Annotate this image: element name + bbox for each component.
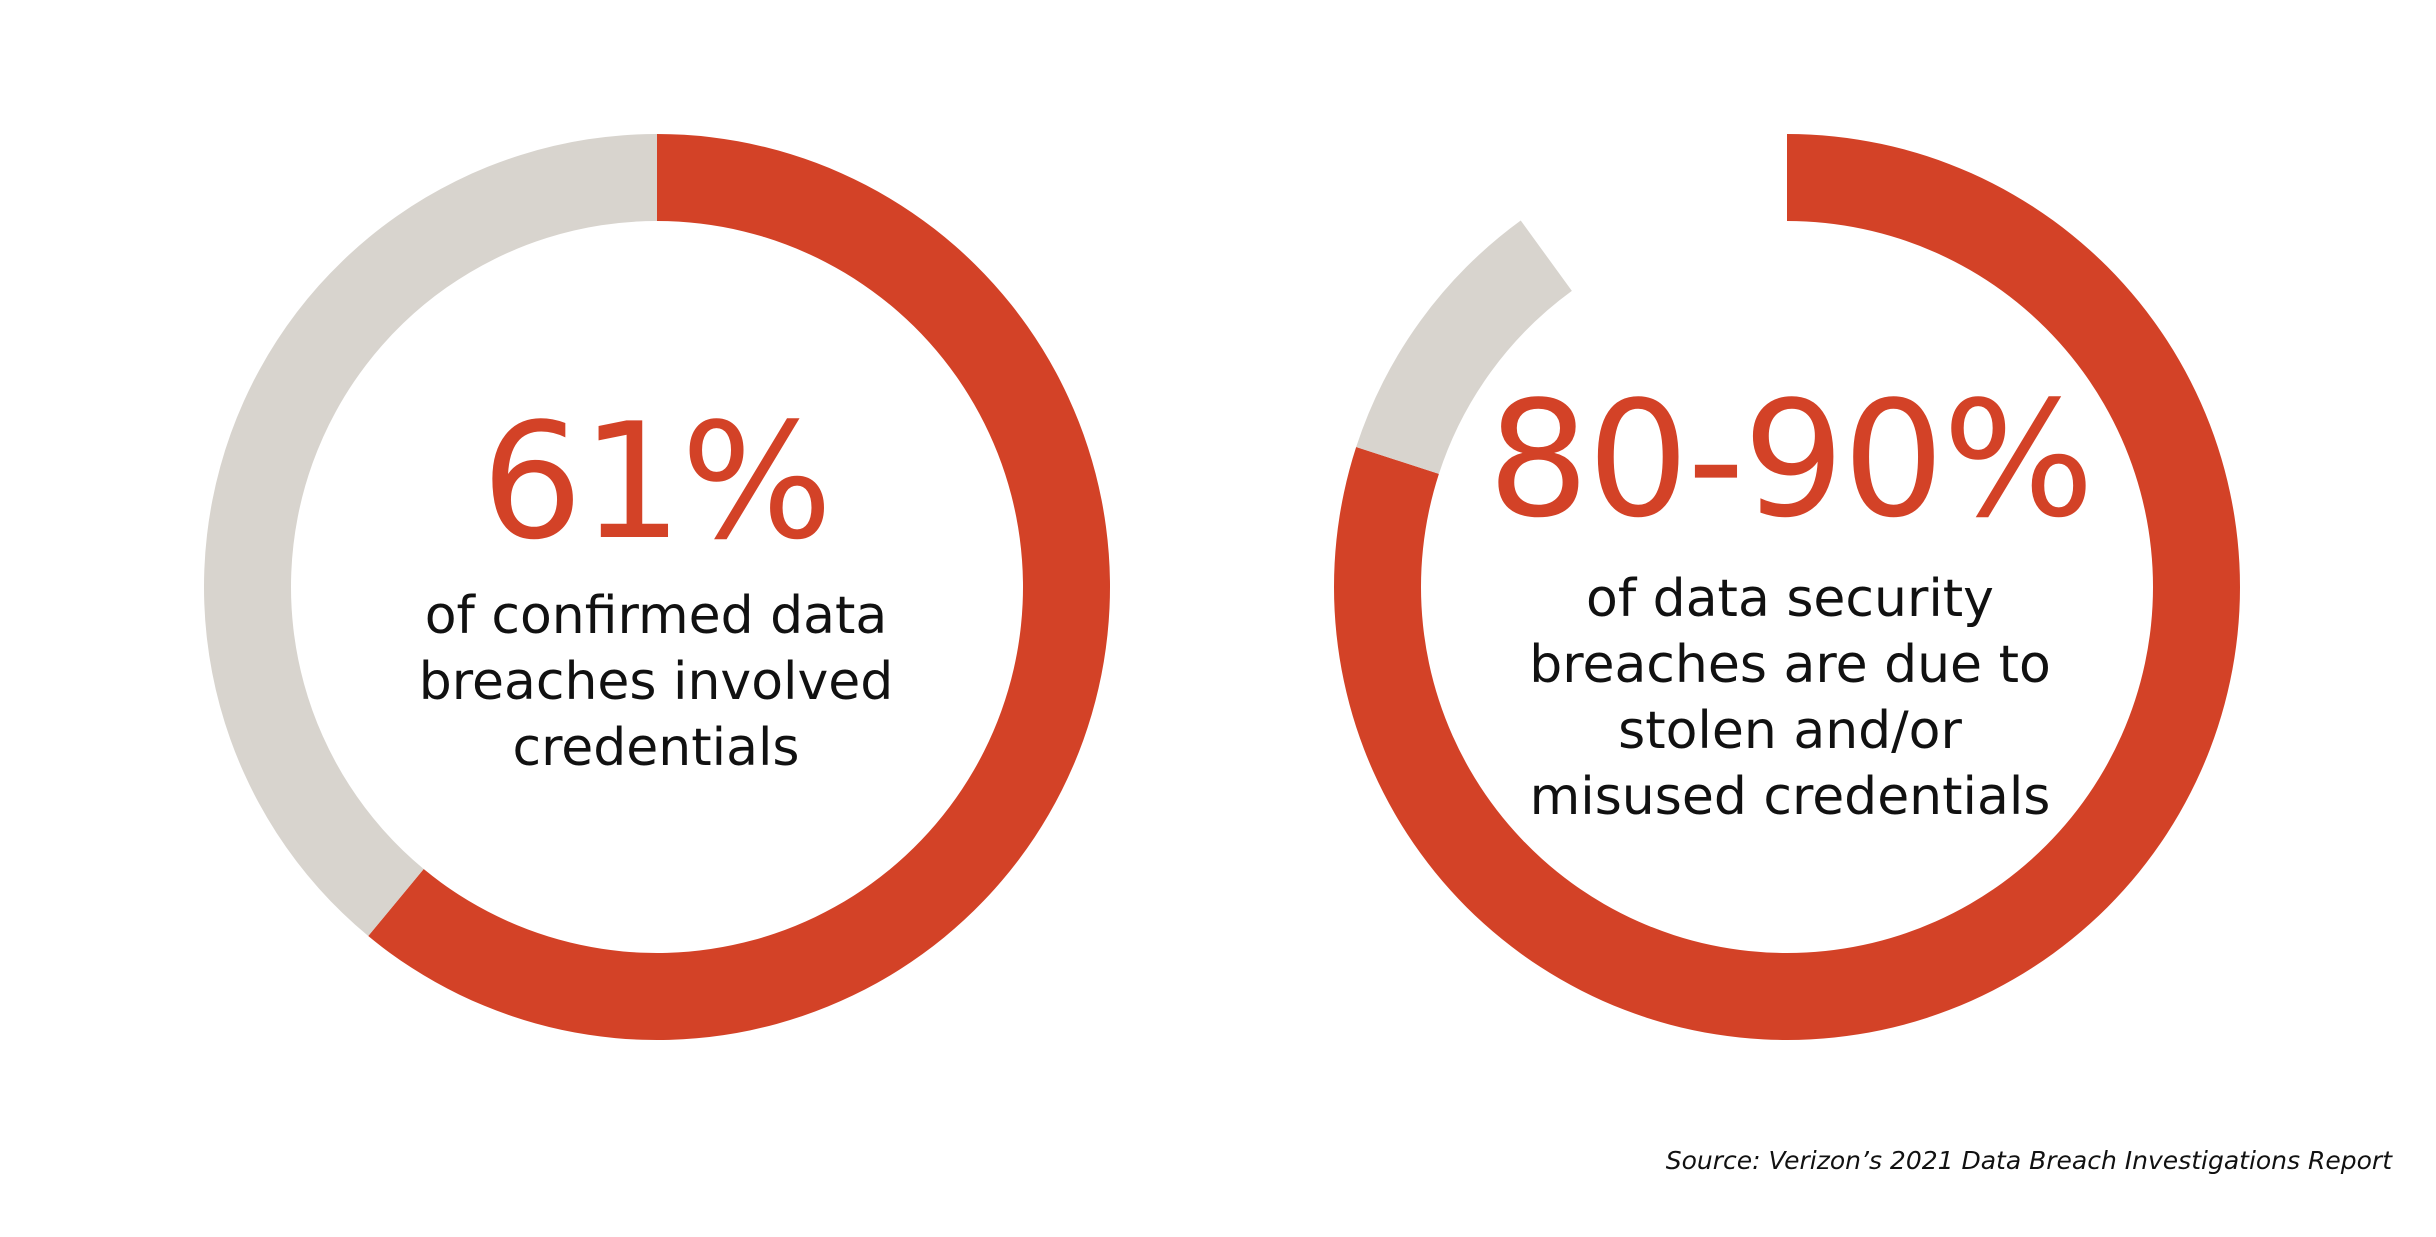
caption-left: of confirmed data breaches involved cred… <box>418 586 894 778</box>
donut-slice-1 <box>1356 220 1572 474</box>
big-value-61-percent: 61% <box>481 388 833 575</box>
source-citation: Source: Verizon’s 2021 Data Breach Inves… <box>1665 1146 2392 1175</box>
caption-right: of data security breaches are due to sto… <box>1529 569 2051 827</box>
stripe-bar <box>1787 849 2260 866</box>
donut-slice-0 <box>368 134 1110 1040</box>
donut-slice-1 <box>203 134 657 937</box>
big-value-80-90-percent: 80-90% <box>1487 366 2095 553</box>
